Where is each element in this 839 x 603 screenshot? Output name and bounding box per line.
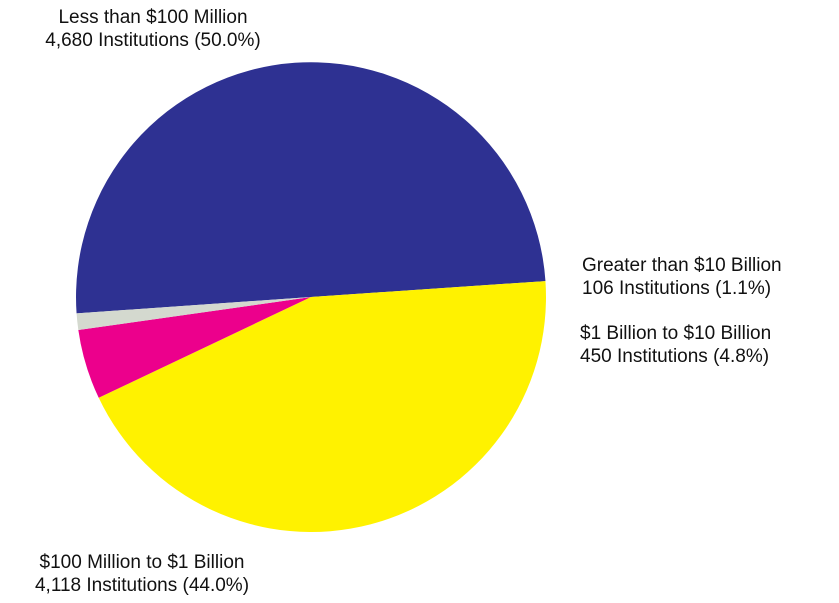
label-greater-than-10-billion: Greater than $10 Billion 106 Institution… [582,254,782,300]
label-100-million-to-1-billion: $100 Million to $1 Billion 4,118 Institu… [6,551,278,597]
slice-detail: 4,118 Institutions (44.0%) [34,575,250,596]
label-less-than-100-million: Less than $100 Million 4,680 Institution… [6,6,300,52]
slice-greater-than-10-billion [76,297,311,331]
slice-detail: 4,680 Institutions (50.0%) [45,30,261,51]
slice-name: $1 Billion to $10 Billion [580,323,772,344]
slice-detail: 450 Institutions (4.8%) [580,346,770,367]
slice-1-billion-to-10-billion [78,297,311,398]
slice-less-than-100-million [76,62,546,314]
slice-100-million-to-1-billion [98,281,547,533]
slice-name: Less than $100 Million [58,7,248,28]
slice-name: Greater than $10 Billion [582,255,782,276]
label-1-billion-to-10-billion: $1 Billion to $10 Billion 450 Institutio… [580,322,771,368]
slice-detail: 106 Institutions (1.1%) [582,278,772,299]
slice-name: $100 Million to $1 Billion [39,552,245,573]
